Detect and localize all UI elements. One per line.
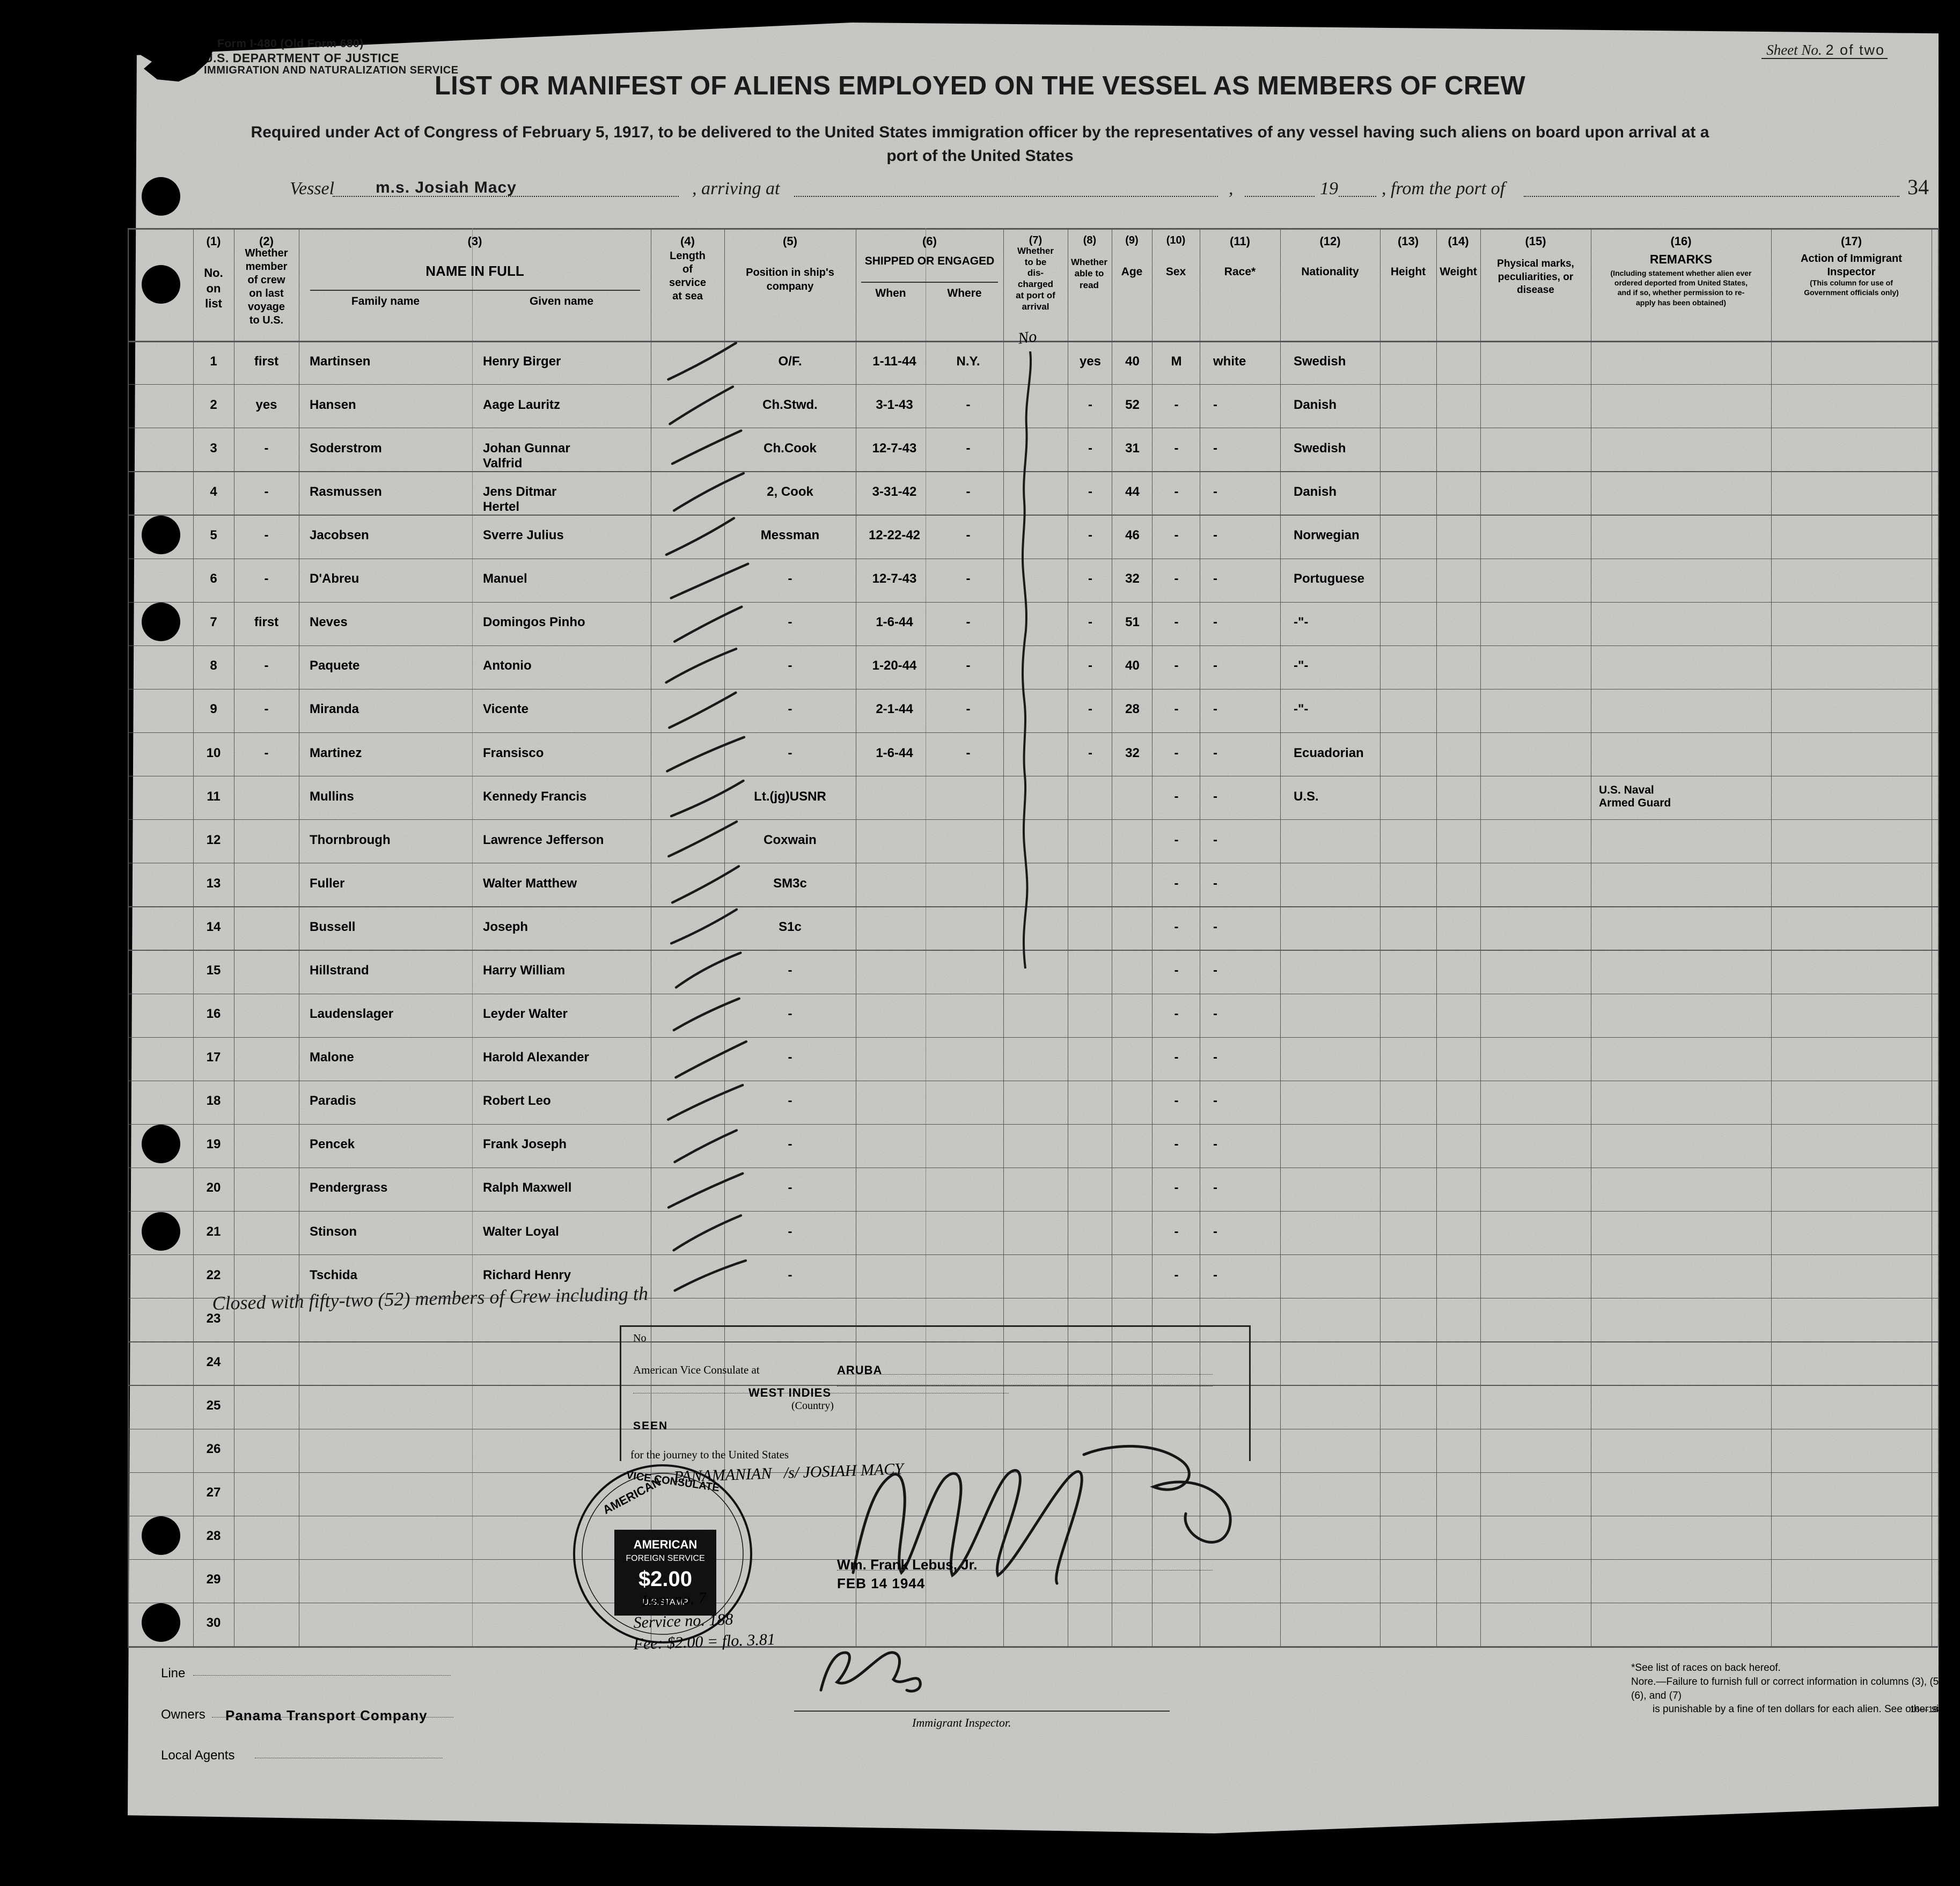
svg-text:FOREIGN SERVICE: FOREIGN SERVICE: [626, 1554, 704, 1563]
svg-text:$2.00: $2.00: [638, 1567, 692, 1591]
svg-text:AMERICAN: AMERICAN: [634, 1538, 698, 1551]
